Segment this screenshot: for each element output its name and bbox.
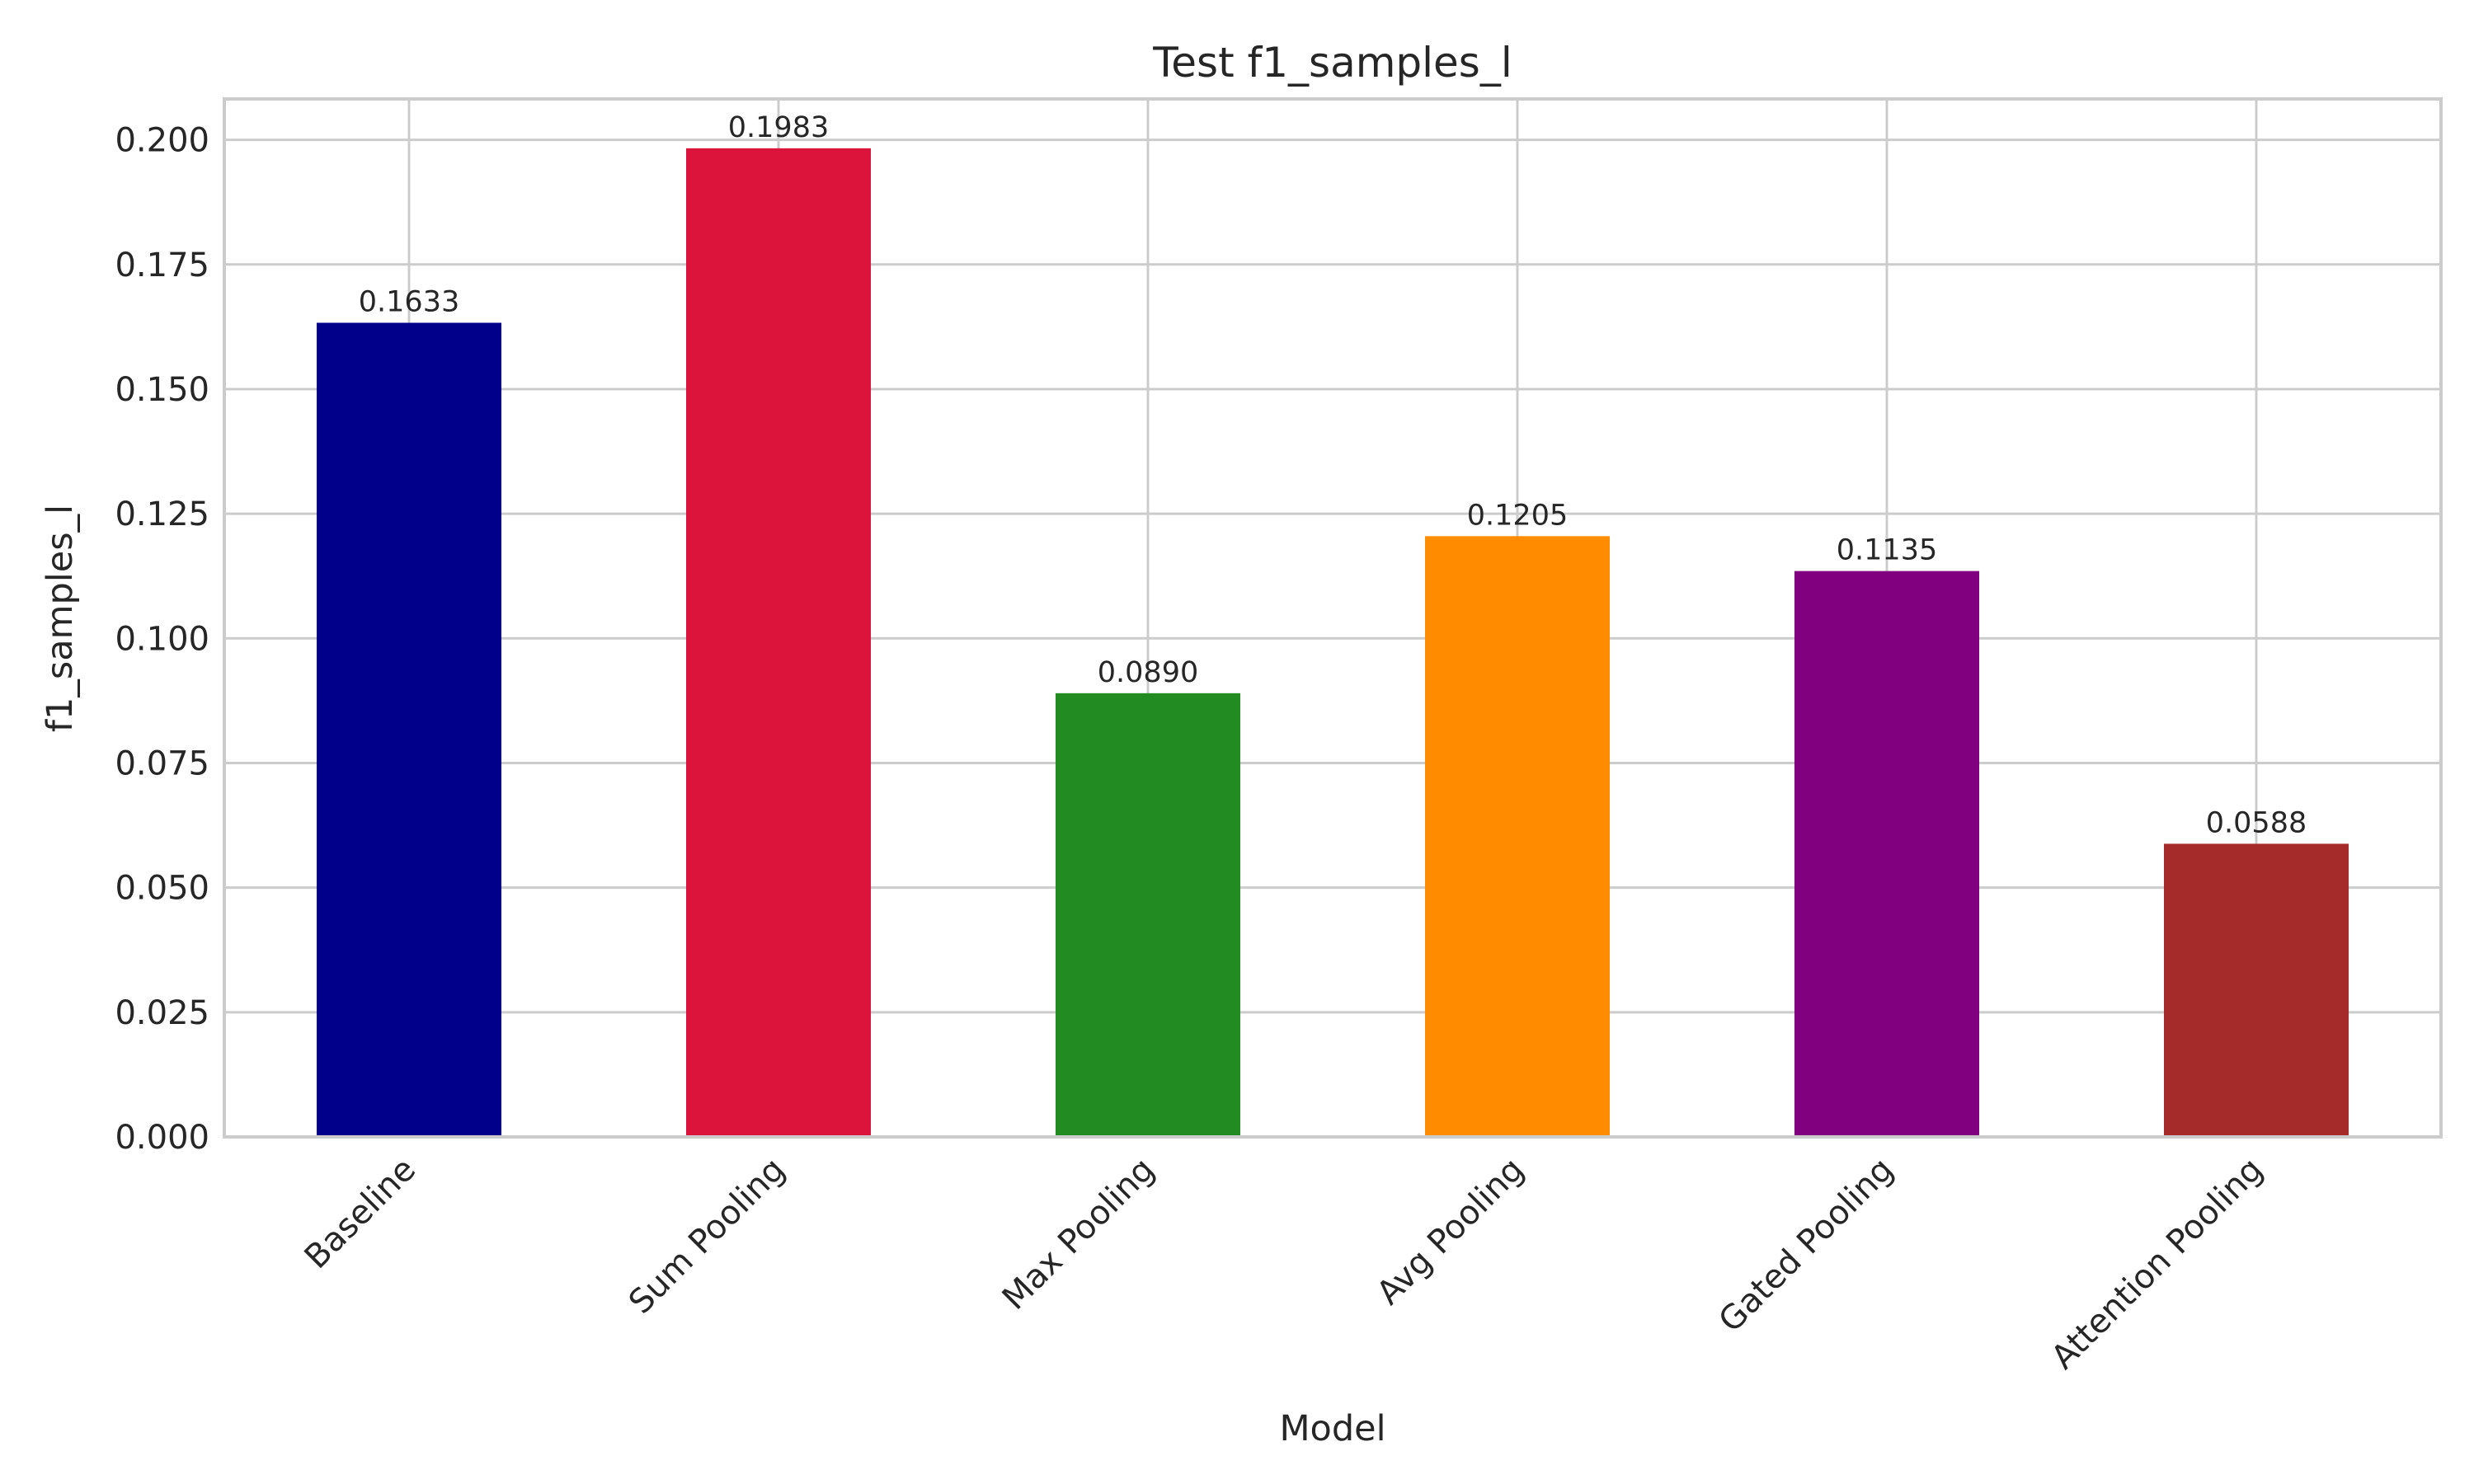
bar-value-label: 0.0890 — [1098, 656, 1198, 689]
bar-baseline — [317, 322, 501, 1138]
y-tick-label: 0.125 — [115, 495, 209, 533]
x-tick-label: Gated Pooling — [1712, 1151, 1901, 1340]
plot-frame — [223, 97, 2443, 1139]
x-tick-label: Baseline — [298, 1151, 423, 1276]
x-axis-label: Model — [1279, 1408, 1385, 1449]
x-axis-ticks: Baseline Sum Pooling Max Pooling Avg Poolin… — [298, 1151, 2270, 1377]
bar-value-label: 0.0588 — [2206, 806, 2307, 839]
bar-layer — [317, 148, 2349, 1138]
bar-value-label: 0.1983 — [728, 111, 829, 144]
y-axis-label: f1_samples_l — [40, 505, 81, 732]
x-tick-label: Avg Pooling — [1370, 1151, 1531, 1313]
grid-layer — [224, 99, 2441, 1139]
y-axis-ticks: 0.000 0.025 0.050 0.075 0.100 0.125 0.150 0.175… — [115, 122, 209, 1157]
bar-avg-pooling — [1425, 536, 1610, 1137]
y-tick-label: 0.000 — [115, 1119, 209, 1157]
y-tick-label: 0.175 — [115, 247, 209, 284]
x-tick-label: Attention Pooling — [2044, 1151, 2270, 1377]
bar-value-label: 0.1205 — [1467, 499, 1568, 532]
bar-sum-pooling — [686, 148, 871, 1138]
y-tick-label: 0.100 — [115, 620, 209, 658]
y-tick-label: 0.150 — [115, 371, 209, 409]
bar-max-pooling — [1056, 693, 1240, 1137]
y-tick-label: 0.050 — [115, 870, 209, 908]
x-tick-label: Max Pooling — [995, 1151, 1162, 1317]
y-tick-label: 0.025 — [115, 994, 209, 1032]
bar-attention-pooling — [2164, 843, 2349, 1137]
y-tick-label: 0.200 — [115, 122, 209, 160]
bar-value-label: 0.1633 — [359, 286, 459, 319]
x-tick-label: Sum Pooling — [622, 1151, 793, 1322]
chart-title: Test f1_samples_l — [1152, 39, 1512, 87]
bar-value-label: 0.1135 — [1837, 534, 1937, 567]
data-labels: 0.1633 0.1983 0.0890 0.1205 0.1135 0.0588 — [359, 111, 2307, 840]
bar-gated-pooling — [1794, 571, 1979, 1137]
y-tick-label: 0.075 — [115, 744, 209, 782]
